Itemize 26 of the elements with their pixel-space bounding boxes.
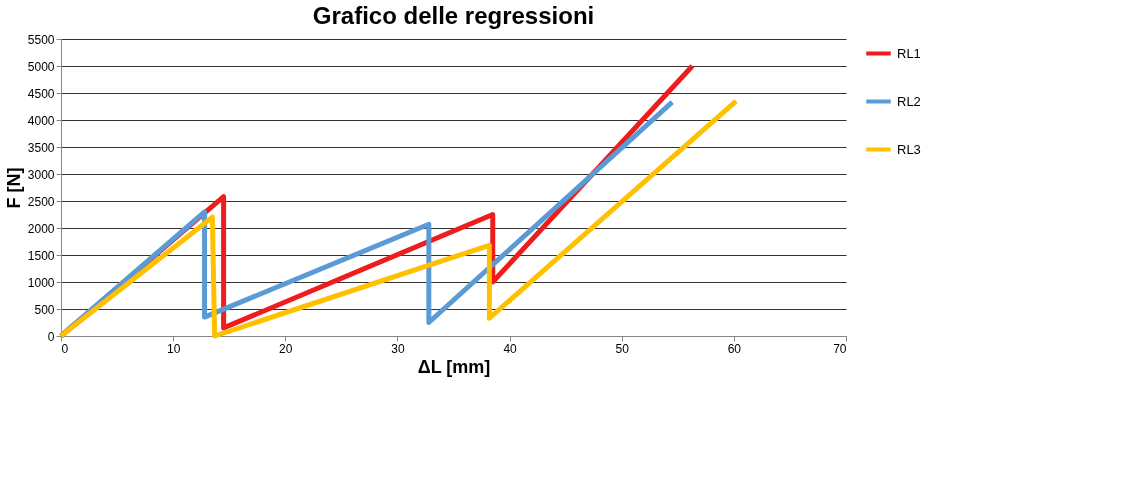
y-tick-label: 1500 bbox=[27, 248, 55, 263]
x-axis-title: ΔL [mm] bbox=[417, 356, 491, 377]
y-tick-label: 4500 bbox=[27, 86, 55, 101]
x-tick-label: 30 bbox=[391, 341, 405, 356]
x-tick-label: 50 bbox=[615, 341, 630, 356]
y-tick-label: 3000 bbox=[27, 167, 55, 182]
y-tick-label: 3500 bbox=[27, 140, 55, 155]
y-tick-label: 1000 bbox=[27, 275, 55, 290]
x-tick-label: 70 bbox=[833, 341, 847, 356]
chart-title: Grafico delle regressioni bbox=[312, 2, 595, 29]
y-tick-label: 5000 bbox=[27, 59, 55, 74]
y-tick-label: 5500 bbox=[27, 32, 55, 47]
legend-label: RL1 bbox=[897, 45, 921, 61]
y-axis-title: F [N] bbox=[3, 167, 24, 209]
legend-label: RL3 bbox=[897, 141, 921, 157]
legend-label: RL2 bbox=[897, 93, 921, 109]
y-tick-label: 2000 bbox=[27, 221, 55, 236]
y-tick-label: 500 bbox=[34, 302, 55, 317]
y-tick-label: 0 bbox=[47, 329, 55, 344]
x-tick-label: 40 bbox=[503, 341, 518, 356]
x-tick-label: 0 bbox=[61, 341, 69, 356]
y-tick-label: 4000 bbox=[27, 113, 55, 128]
x-tick-label: 60 bbox=[727, 341, 742, 356]
x-tick-label: 20 bbox=[279, 341, 293, 356]
y-tick-label: 2500 bbox=[27, 194, 55, 209]
x-tick-label: 10 bbox=[166, 341, 181, 356]
